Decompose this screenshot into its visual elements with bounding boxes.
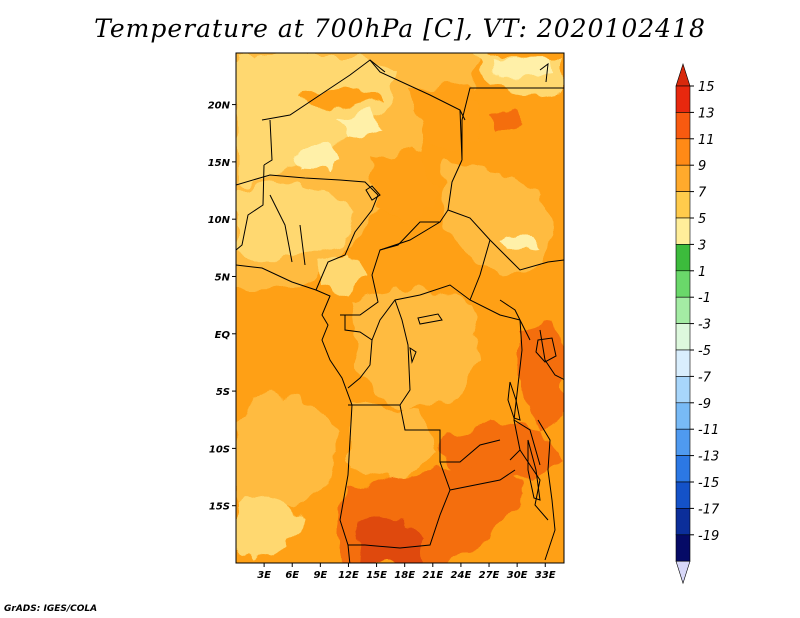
field-13-eastafrica — [520, 320, 564, 430]
colorbar-swatch — [675, 85, 691, 113]
field-11-strip — [300, 88, 380, 110]
map-frame — [235, 52, 565, 564]
lon-tick-label: 3E — [257, 570, 271, 581]
field-7-niger — [236, 55, 395, 185]
colorbar-swatch — [675, 138, 691, 166]
field-9-sw — [236, 395, 340, 520]
colorbar-label: -19 — [698, 529, 719, 544]
field-13-ne-spots — [487, 110, 520, 132]
colorbar-swatch — [675, 349, 691, 377]
chart-title: Temperature at 700hPa [C], VT: 202010241… — [94, 14, 706, 43]
field-5-spot-c — [490, 55, 552, 82]
field-11-chad — [370, 150, 440, 225]
grads-credit: GrADS: IGES/COLA — [4, 604, 98, 614]
colorbar-label: 5 — [698, 212, 706, 227]
country-borders — [236, 59, 564, 563]
colorbar-label: -5 — [698, 344, 711, 359]
lon-tick-label: 12E — [338, 570, 359, 581]
colorbar: 15 13 11 9 7 5 3 1 -1 -3 -5 -7 -9 -11 -13 -15 -17 -19 — [675, 63, 720, 585]
colorbar-swatch — [675, 508, 691, 536]
colorbar-label: -17 — [698, 502, 720, 517]
colorbar-label: 1 — [698, 265, 706, 280]
colorbar-swatch — [675, 217, 691, 245]
lon-tick-label: 18E — [394, 570, 415, 581]
colorbar-bottom-arrow — [675, 560, 691, 585]
lat-tick-label: 10S — [209, 444, 230, 455]
colorbar-swatch — [675, 376, 691, 404]
latitude-axis: 20N 15N 10N 5N EQ 5S 10S 15S — [208, 101, 236, 513]
field-5-spot-d — [500, 232, 540, 252]
colorbar-swatch — [675, 455, 691, 483]
colorbar-swatch — [675, 534, 691, 562]
colorbar-swatch — [675, 244, 691, 272]
lat-tick-label: 20N — [208, 101, 231, 112]
lat-tick-label: 10N — [208, 215, 231, 226]
colorbar-label: 9 — [698, 159, 706, 174]
field-7-namibia — [236, 495, 300, 560]
colorbar-label: 3 — [698, 238, 706, 253]
field-15-botswana — [355, 518, 425, 563]
colorbar-swatch — [675, 323, 691, 351]
colorbar-swatch — [675, 270, 691, 298]
lat-tick-label: EQ — [215, 330, 231, 341]
colorbar-label: 15 — [698, 80, 715, 95]
lon-tick-label: 21E — [422, 570, 443, 581]
lon-tick-label: 27E — [479, 570, 500, 581]
colorbar-swatch — [675, 164, 691, 192]
lon-tick-label: 24E — [451, 570, 472, 581]
lon-tick-label: 33E — [535, 570, 556, 581]
lon-tick-label: 15E — [366, 570, 387, 581]
colorbar-label: -11 — [698, 423, 719, 438]
lat-tick-label: 15S — [209, 502, 230, 513]
lat-tick-label: 5N — [215, 272, 231, 283]
lon-tick-label: 30E — [507, 570, 528, 581]
lat-tick-label: 5S — [216, 387, 230, 398]
colorbar-swatch — [675, 112, 691, 140]
colorbar-label: -13 — [698, 450, 719, 465]
field-5-spot-a — [295, 140, 345, 172]
colorbar-label: 13 — [698, 106, 715, 121]
colorbar-top-arrow — [675, 63, 691, 87]
field-9-angola — [350, 405, 440, 480]
colorbar-swatch — [675, 296, 691, 324]
colorbar-label: -15 — [698, 476, 719, 491]
colorbar-label: 11 — [698, 133, 715, 148]
field-7-west — [236, 178, 355, 260]
colorbar-swatch — [675, 428, 691, 456]
temperature-field — [236, 53, 564, 563]
colorbar-swatch — [675, 481, 691, 509]
lat-tick-label: 15N — [208, 158, 231, 169]
field-5-spot-b — [330, 112, 382, 140]
colorbar-label: 7 — [698, 186, 707, 201]
field-7-cameroon — [320, 252, 365, 295]
longitude-axis: 3E 6E 9E 12E 15E 18E 21E 24E 27E 30E 33E — [257, 563, 556, 581]
colorbar-label: -1 — [698, 291, 711, 306]
lon-tick-label: 6E — [285, 570, 299, 581]
colorbar-label: -9 — [698, 397, 711, 412]
colorbar-label: -3 — [698, 318, 711, 333]
colorbar-swatch — [675, 402, 691, 430]
lon-tick-label: 9E — [313, 570, 327, 581]
colorbar-swatch — [675, 191, 691, 219]
colorbar-label: -7 — [698, 370, 712, 385]
